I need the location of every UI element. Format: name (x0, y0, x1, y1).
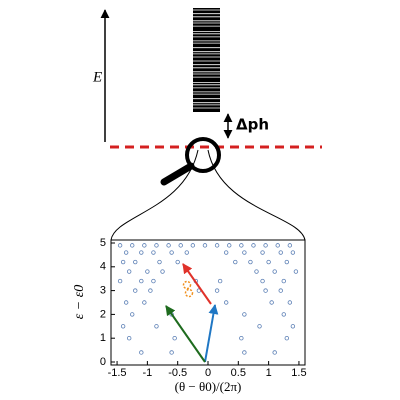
zoom-cone (110, 149, 306, 241)
point (169, 350, 174, 355)
point (148, 288, 153, 293)
point (166, 243, 171, 248)
point (281, 312, 286, 317)
point (202, 243, 208, 248)
x-tick-label: 1.5 (291, 367, 306, 379)
highlight (182, 280, 192, 290)
point (239, 243, 244, 248)
point (242, 312, 247, 317)
point (263, 243, 268, 248)
point (284, 336, 290, 341)
x-tick-label: 0.5 (231, 367, 246, 379)
point (120, 259, 126, 265)
point (178, 243, 183, 248)
point (120, 324, 126, 329)
energy-label: E (92, 69, 102, 85)
point (287, 300, 293, 305)
x-tick-label: -0.5 (168, 367, 187, 379)
point (284, 259, 290, 265)
point (123, 300, 129, 305)
x-tick-label: 1 (266, 367, 272, 379)
gap-label: Δph (236, 116, 269, 134)
point (278, 250, 283, 255)
magnifier (185, 137, 221, 173)
point (269, 300, 274, 305)
point (117, 278, 123, 284)
point (275, 243, 280, 248)
y-axis-label: ε − ε0 (72, 285, 87, 319)
point (287, 243, 293, 248)
point (278, 288, 283, 293)
x-tick-label: -1 (142, 367, 152, 379)
point (169, 250, 174, 255)
point (151, 278, 156, 284)
point (239, 336, 244, 341)
point (117, 243, 123, 248)
vector-arrow (204, 304, 219, 363)
point (157, 259, 162, 265)
x-tick-label: -1.5 (108, 367, 127, 379)
point (142, 300, 147, 305)
point (126, 336, 132, 341)
point (242, 250, 247, 255)
point (151, 250, 156, 255)
point (184, 250, 189, 255)
y-tick-label: 0 (100, 356, 106, 368)
point (172, 336, 177, 341)
y-tick-label: 4 (100, 261, 106, 273)
point (248, 259, 253, 265)
spectrum (193, 8, 220, 112)
point (214, 243, 220, 248)
point (290, 250, 296, 255)
point (293, 269, 299, 274)
point (139, 350, 144, 355)
x-tick-label: 0 (205, 367, 211, 379)
point (160, 269, 165, 274)
point (139, 278, 144, 284)
point (251, 243, 256, 248)
point (272, 269, 277, 274)
y-tick-label: 1 (100, 332, 106, 344)
point (214, 288, 220, 293)
y-tick-label: 3 (100, 285, 106, 297)
point (123, 250, 129, 255)
point (254, 269, 259, 274)
point (217, 278, 223, 284)
point (154, 324, 159, 329)
highlight (184, 288, 194, 298)
point (145, 269, 150, 274)
y-tick-label: 2 (100, 308, 106, 320)
point (139, 250, 144, 255)
point (133, 259, 138, 265)
vector-arrow (165, 305, 206, 363)
point (154, 243, 159, 248)
point (263, 288, 268, 293)
point (266, 259, 271, 265)
point (223, 250, 229, 255)
point (130, 312, 135, 317)
point (260, 278, 265, 284)
point (281, 278, 286, 284)
point (242, 350, 247, 355)
point (223, 300, 229, 305)
point (227, 243, 232, 248)
x-axis-label: (θ − θ0)/(2π) (175, 379, 242, 394)
point (130, 243, 135, 248)
point (175, 259, 180, 265)
point (142, 243, 147, 248)
point (126, 269, 132, 274)
point (257, 324, 262, 329)
y-tick-label: 5 (100, 237, 106, 249)
point (290, 324, 296, 329)
vector-arrow (182, 263, 212, 305)
point (260, 250, 265, 255)
point (190, 243, 196, 248)
point (233, 259, 238, 265)
point (133, 288, 138, 293)
magnifier-handle (160, 162, 195, 186)
point (272, 350, 277, 355)
